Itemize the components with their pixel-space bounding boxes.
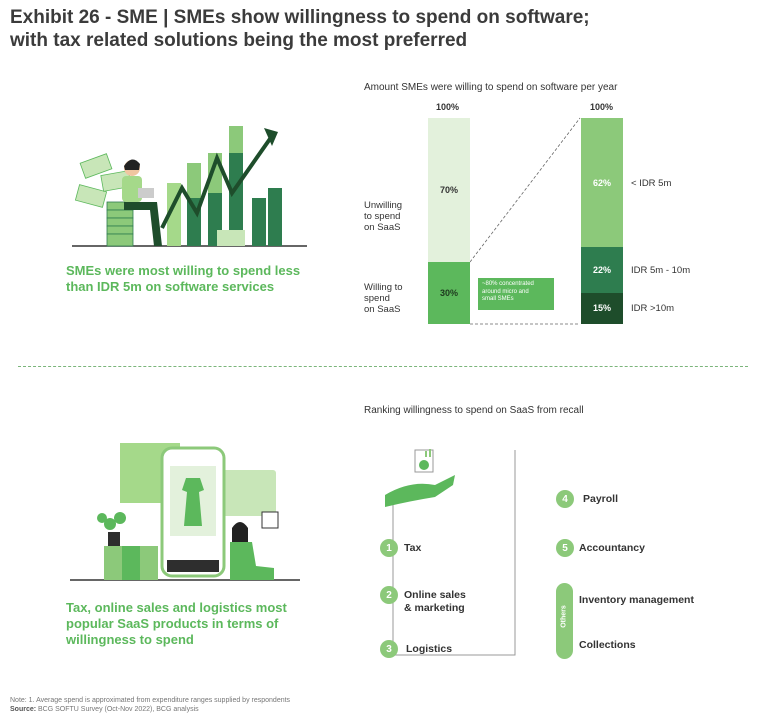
rank-5-label: Accountancy (579, 542, 645, 554)
section-divider (18, 366, 748, 367)
ranking-title: Ranking willingness to spend on SaaS fro… (364, 405, 584, 416)
rank-2-badge: 2 (380, 586, 398, 604)
bar2: 62% 22% 15% (581, 118, 623, 324)
top-caption: SMEs were most willing to spend less tha… (66, 263, 301, 294)
others-pill: Others (556, 583, 573, 659)
bar1: 70% 30% (428, 118, 470, 324)
gt10m-legend: IDR >10m (631, 303, 675, 314)
bar1-willing-label: 30% (439, 288, 458, 299)
bar2-lt5m-segment: 62% (581, 118, 623, 247)
rank-3-badge: 3 (380, 640, 398, 658)
bar1-total-label: 100% (436, 102, 460, 112)
rank-1-label: Tax (404, 542, 422, 554)
bar1-unwilling-label: 70% (439, 185, 458, 196)
rank-4-badge: 4 (556, 490, 574, 508)
rank-5-badge: 5 (556, 539, 574, 557)
others-label: Others (560, 605, 568, 628)
page-title: Exhibit 26 - SME | SMEs show willingness… (10, 7, 590, 51)
others-item-2: Collections (579, 639, 636, 651)
bottom-caption: Tax, online sales and logistics most pop… (66, 600, 287, 647)
ranking-frame (385, 449, 516, 656)
bar2-5to10m-segment: 22% (581, 247, 623, 293)
5to10m-legend: IDR 5m - 10m (631, 265, 691, 276)
rank-4-label: Payroll (583, 493, 619, 505)
bar1-willing-segment: 30% (428, 262, 470, 324)
unwilling-legend: Unwilling to spend on SaaS (364, 200, 403, 233)
rank-3-label: Logistics (406, 643, 453, 655)
growth-illustration (72, 126, 307, 247)
rank-1-badge: 1 (380, 539, 398, 557)
others-item-1: Inventory management (579, 594, 694, 606)
connector-lines (470, 117, 581, 325)
willing-legend: Willing to spend on SaaS (364, 282, 403, 315)
rank-2-label: Online sales & marketing (404, 589, 466, 614)
bar2-gt10m-label: 15% (592, 303, 611, 314)
ecommerce-illustration (70, 443, 300, 581)
bar2-gt10m-segment: 15% (581, 292, 623, 324)
chart-title: Amount SMEs were willing to spend on sof… (364, 82, 618, 93)
concentration-annotation: ~80% concentrated around micro and small… (478, 278, 554, 310)
footnote: Note: 1. Average spend is approximated f… (10, 697, 291, 713)
bar1-unwilling-segment: 70% (428, 118, 470, 263)
bar2-lt5m-label: 62% (592, 177, 611, 188)
bar2-5to10m-label: 22% (592, 264, 611, 275)
lt5m-legend: < IDR 5m (631, 178, 672, 189)
bar2-total-label: 100% (590, 102, 614, 112)
